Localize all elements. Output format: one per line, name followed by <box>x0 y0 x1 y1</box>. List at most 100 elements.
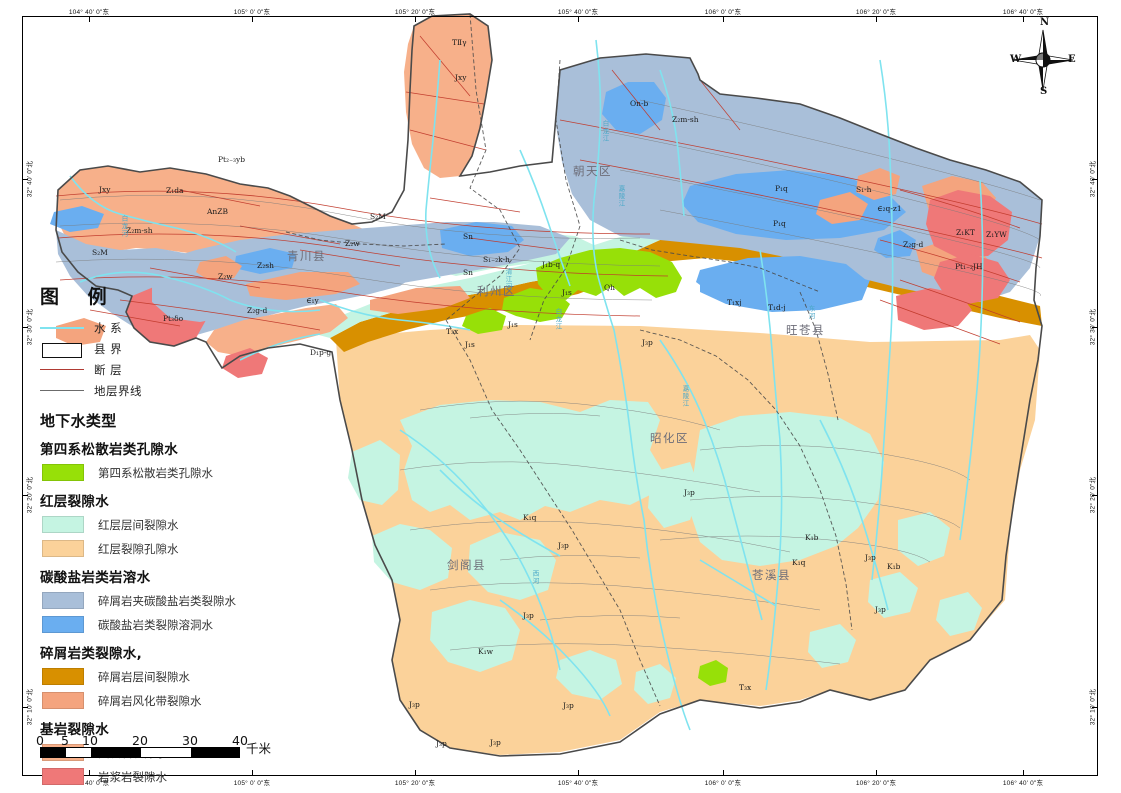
legend-label-county-boundary: 县 界 <box>94 341 123 356</box>
graticule-tickmark-right <box>1092 179 1097 180</box>
legend-swatch-row: 碎屑岩夹碳酸盐岩类裂隙水 <box>40 590 290 611</box>
graticule-tickmark-left <box>23 327 28 328</box>
legend-row-stratum-boundary: 地层界线 <box>40 381 290 400</box>
graticule-tick-bottom: 106° 20' 0"东 <box>855 780 897 787</box>
stratum-boundary-symbol <box>40 384 84 398</box>
legend-swatch <box>42 616 84 633</box>
legend-swatch-row: 红层裂隙孔隙水 <box>40 538 290 559</box>
map-frame: 104° 40' 0"东 105° 0' 0"东 105° 20' 0"东 105° … <box>22 9 1098 787</box>
graticule-tick-bottom: 106° 0' 0"东 <box>704 780 742 787</box>
legend-label-stratum-boundary: 地层界线 <box>94 383 142 398</box>
graticule-tickmark-left <box>23 495 28 496</box>
legend-swatch <box>42 692 84 709</box>
legend-heading-groundwater-type: 地下水类型 <box>40 412 117 430</box>
compass-rose: N S W E <box>1010 14 1076 98</box>
graticule-tick-top: 106° 0' 0"东 <box>704 9 742 16</box>
legend-swatch-row: 碳酸盐岩类裂隙溶洞水 <box>40 614 290 635</box>
legend-swatch-row: 碎屑岩层间裂隙水 <box>40 666 290 687</box>
legend-swatch-row: 碎屑岩风化带裂隙水 <box>40 690 290 711</box>
legend-group-heading: 碎屑岩类裂隙水, <box>40 646 143 662</box>
scale-bar-graphic <box>40 747 240 758</box>
poly-redbed-interlayer <box>348 400 982 704</box>
legend-swatch-row: 红层层间裂隙水 <box>40 514 290 535</box>
legend-label-water-system: 水 系 <box>94 320 123 335</box>
graticule-tickmark-top <box>723 17 724 22</box>
legend-swatch-label: 红层层间裂隙水 <box>98 517 179 532</box>
compass-label-n: N <box>1040 17 1050 28</box>
graticule-tick-top: 104° 40' 0"东 <box>68 9 110 16</box>
graticule-tick-bottom: 106° 40' 0"东 <box>1002 780 1044 787</box>
legend-swatch-label: 碎屑岩夹碳酸盐岩类裂隙水 <box>98 593 236 608</box>
fault-symbol <box>40 363 84 377</box>
poly-metamorphic-nw <box>56 166 370 254</box>
poly-carbonate-center <box>50 206 524 274</box>
graticule-tick-top: 105° 0' 0"东 <box>233 9 271 16</box>
graticule-tickmark-left <box>23 179 28 180</box>
legend-swatch-label: 碎屑岩风化带裂隙水 <box>98 693 202 708</box>
graticule-tickmark-bottom <box>1023 770 1024 775</box>
legend-group-heading: 基岩裂隙水 <box>40 722 109 738</box>
graticule-tick-bottom: 105° 20' 0"东 <box>394 780 436 787</box>
poly-magmatic-sw <box>222 348 268 378</box>
region-outline <box>55 13 1043 757</box>
graticule-tick-bottom: 104° 40' 0"东 <box>68 780 110 787</box>
legend-label-fault: 断 层 <box>94 362 123 377</box>
graticule-tickmark-top <box>578 17 579 22</box>
poly-clastic-weathered-center <box>56 256 470 346</box>
graticule-tickmark-left <box>23 707 28 708</box>
scale-bar-tick: 30 <box>182 733 198 748</box>
graticule-tickmark-bottom <box>876 770 877 775</box>
legend-title: 图 例 <box>40 286 118 308</box>
compass-label-s: S <box>1040 86 1048 97</box>
river-lines <box>69 39 984 731</box>
legend-swatch <box>42 768 84 785</box>
graticule-tick-top: 106° 20' 0"东 <box>855 9 897 16</box>
scale-bar: 0 5 10 20 30 40 千米 <box>36 733 290 758</box>
scale-bar-tick: 0 <box>36 733 44 748</box>
graticule-tickmark-bottom <box>252 770 253 775</box>
poly-carbonate-ne <box>602 82 906 306</box>
scale-bar-tick: 5 <box>61 733 69 748</box>
legend-swatch-label: 红层裂隙孔隙水 <box>98 541 179 556</box>
legend-swatch <box>42 464 84 481</box>
legend-swatch <box>42 668 84 685</box>
graticule-tickmark-right <box>1092 327 1097 328</box>
legend-swatch-label: 碎屑岩层间裂隙水 <box>98 669 190 684</box>
scale-bar-unit: 千米 <box>246 741 272 756</box>
water-system-symbol <box>40 321 84 335</box>
graticule-tickmark-bottom <box>415 770 416 775</box>
graticule-tickmark-right <box>1092 707 1097 708</box>
legend-group-heading: 碳酸盐岩类岩溶水 <box>40 570 151 586</box>
compass-label-e: E <box>1068 54 1076 65</box>
legend-panel: 图 例 水 系 县 界 断 层 地层界线 地下水类型 第四系松散岩类孔隙水 第四系… <box>40 282 290 790</box>
legend-swatch <box>42 540 84 557</box>
poly-metamorphic-panhandle <box>404 14 492 178</box>
legend-row-county-boundary: 县 界 <box>40 339 290 358</box>
map-polygons <box>50 14 1042 755</box>
poly-metamorphic-sw <box>206 304 348 356</box>
legend-swatch-label: 第四系松散岩类孔隙水 <box>98 465 213 480</box>
compass-label-w: W <box>1010 54 1022 65</box>
graticule-tickmark-bottom <box>723 770 724 775</box>
map-canvas[interactable] <box>0 0 1076 760</box>
county-boundary-symbol <box>40 342 84 358</box>
legend-groups: 第四系松散岩类孔隙水 第四系松散岩类孔隙水 红层裂隙水 红层层间裂隙水 红层裂隙孔隙水碳… <box>40 438 290 787</box>
compass-icon <box>1012 29 1074 91</box>
graticule-tickmark-top <box>876 17 877 22</box>
legend-swatch <box>42 516 84 533</box>
scale-bar-tick: 20 <box>132 733 148 748</box>
legend-swatch-row: 第四系松散岩类孔隙水 <box>40 462 290 483</box>
legend-row-water-system: 水 系 <box>40 318 290 337</box>
poly-quaternary <box>462 248 728 686</box>
poly-magmatic-ne <box>896 190 1012 330</box>
graticule-tickmark-top <box>89 17 90 22</box>
graticule-tickmark-top <box>415 17 416 22</box>
graticule-tickmark-top <box>1023 17 1024 22</box>
graticule-tickmark-right <box>1092 495 1097 496</box>
graticule-tick-bottom: 105° 40' 0"东 <box>557 780 599 787</box>
graticule-tickmark-bottom <box>578 770 579 775</box>
legend-swatch <box>42 592 84 609</box>
graticule-tick-top: 105° 40' 0"东 <box>557 9 599 16</box>
legend-swatch-row: 岩浆岩裂隙水 <box>40 766 290 787</box>
